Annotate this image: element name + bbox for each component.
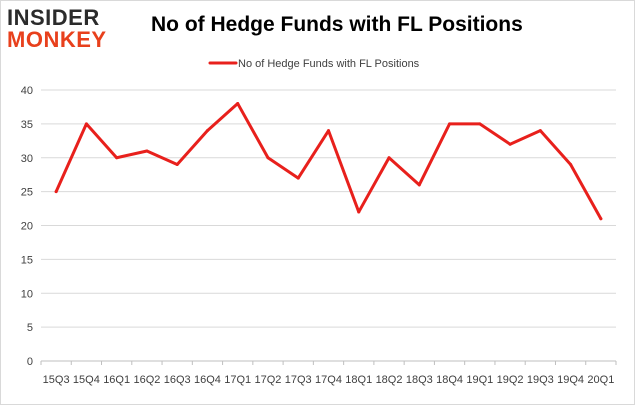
x-tick-label: 17Q3 xyxy=(285,374,312,386)
x-tick-label: 16Q1 xyxy=(103,374,130,386)
data-point xyxy=(538,129,542,133)
y-tick-label: 0 xyxy=(27,356,33,368)
data-point xyxy=(54,190,58,194)
x-tick-label: 16Q3 xyxy=(164,374,191,386)
data-point xyxy=(266,156,270,160)
x-tick-label: 19Q2 xyxy=(497,374,524,386)
y-tick-label: 20 xyxy=(21,221,33,233)
data-point xyxy=(478,122,482,126)
y-tick-label: 30 xyxy=(21,153,33,165)
data-point xyxy=(84,122,88,126)
data-point xyxy=(145,149,149,153)
x-tick-label: 19Q4 xyxy=(557,374,584,386)
x-tick-label: 19Q1 xyxy=(466,374,493,386)
x-tick-label: 15Q4 xyxy=(73,374,100,386)
data-point xyxy=(357,210,361,214)
x-tick-label: 16Q4 xyxy=(194,374,221,386)
data-point xyxy=(115,156,119,160)
data-point xyxy=(508,142,512,146)
y-tick-label: 25 xyxy=(21,187,33,199)
x-tick-label: 15Q3 xyxy=(43,374,70,386)
data-point xyxy=(205,129,209,133)
x-tick-label: 16Q2 xyxy=(133,374,160,386)
series-line xyxy=(54,102,603,221)
data-point xyxy=(599,217,603,221)
y-tick-label: 15 xyxy=(21,254,33,266)
logo-line-2: MONKEY xyxy=(7,27,107,52)
x-tick-label: 18Q4 xyxy=(436,374,463,386)
y-tick-label: 10 xyxy=(21,288,33,300)
x-tick-label: 17Q2 xyxy=(255,374,282,386)
logo-line-1: INSIDER xyxy=(7,5,100,30)
y-tick-label: 5 xyxy=(27,322,33,334)
y-tick-label: 35 xyxy=(21,119,33,131)
x-tick-label: 19Q3 xyxy=(527,374,554,386)
x-tick-label: 17Q1 xyxy=(224,374,251,386)
data-point xyxy=(296,176,300,180)
data-point xyxy=(387,156,391,160)
legend-label: No of Hedge Funds with FL Positions xyxy=(238,58,420,70)
x-tick-label: 17Q4 xyxy=(315,374,342,386)
data-point xyxy=(175,163,179,167)
x-tick-label: 20Q1 xyxy=(587,374,614,386)
insider-monkey-logo: INSIDER MONKEY xyxy=(7,7,119,51)
chart-title: No of Hedge Funds with FL Positions xyxy=(151,13,523,36)
data-point xyxy=(327,129,330,133)
data-point xyxy=(236,102,240,106)
x-tick-label: 18Q2 xyxy=(376,374,403,386)
x-tick-label: 18Q1 xyxy=(345,374,372,386)
data-point xyxy=(417,183,421,187)
x-tick-label: 18Q3 xyxy=(406,374,433,386)
data-point xyxy=(448,122,452,126)
data-point xyxy=(569,163,573,167)
y-tick-label: 40 xyxy=(21,85,33,97)
